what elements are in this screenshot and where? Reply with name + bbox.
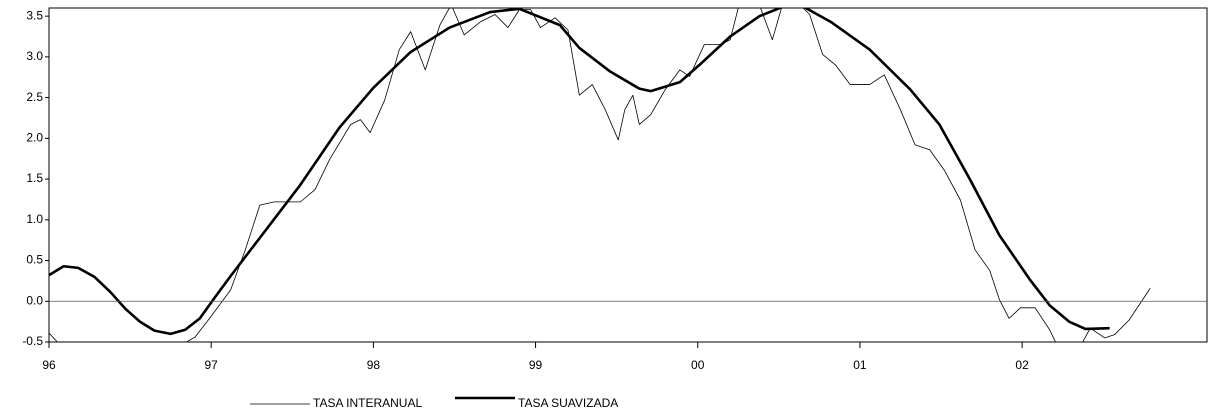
x-tick-label: 01 <box>853 358 867 372</box>
plot-area <box>49 8 1151 342</box>
series-line <box>49 8 1151 342</box>
y-tick-label: 2.0 <box>26 131 43 145</box>
y-tick-label: 2.5 <box>26 90 43 104</box>
y-tick-label: -0.5 <box>22 334 43 348</box>
plot-frame <box>48 7 1208 343</box>
legend-label: TASA INTERANUAL <box>313 396 422 410</box>
y-tick-label: 3.5 <box>26 8 43 22</box>
x-tick-label: 96 <box>42 358 56 372</box>
x-tick-label: 99 <box>529 358 543 372</box>
y-tick-label: 0.0 <box>26 293 43 307</box>
y-tick-label: 3.0 <box>26 49 43 63</box>
x-tick-label: 00 <box>691 358 705 372</box>
y-tick-label: 1.5 <box>26 171 43 185</box>
legend-label: TASA SUAVIZADA <box>518 396 618 410</box>
x-tick-label: 97 <box>205 358 219 372</box>
y-tick-label: 1.0 <box>26 212 43 226</box>
y-tick-label: 0.5 <box>26 253 43 267</box>
x-tick-label: 02 <box>1015 358 1029 372</box>
series-line <box>49 8 1110 336</box>
x-tick-label: 98 <box>367 358 381 372</box>
